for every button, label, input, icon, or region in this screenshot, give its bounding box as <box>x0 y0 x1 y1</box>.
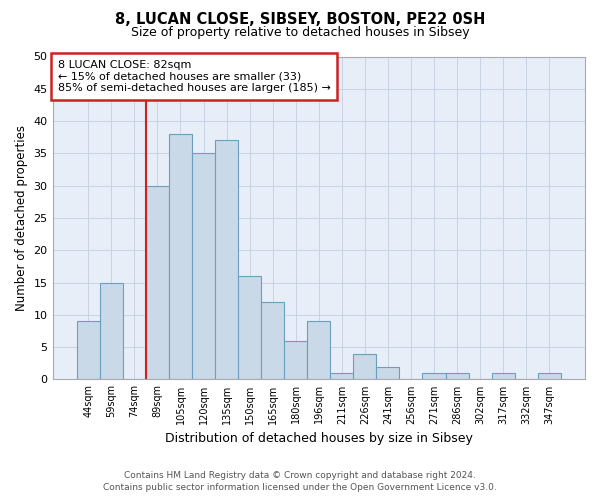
Bar <box>307 322 330 380</box>
Bar <box>192 154 215 380</box>
Bar <box>238 276 261 380</box>
Text: Size of property relative to detached houses in Sibsey: Size of property relative to detached ho… <box>131 26 469 39</box>
Bar <box>77 322 100 380</box>
Bar <box>100 282 123 380</box>
Text: 8, LUCAN CLOSE, SIBSEY, BOSTON, PE22 0SH: 8, LUCAN CLOSE, SIBSEY, BOSTON, PE22 0SH <box>115 12 485 28</box>
Text: 8 LUCAN CLOSE: 82sqm
← 15% of detached houses are smaller (33)
85% of semi-detac: 8 LUCAN CLOSE: 82sqm ← 15% of detached h… <box>58 60 331 93</box>
Bar <box>422 373 446 380</box>
Bar <box>146 186 169 380</box>
Bar <box>446 373 469 380</box>
Bar <box>353 354 376 380</box>
Bar <box>169 134 192 380</box>
Y-axis label: Number of detached properties: Number of detached properties <box>15 125 28 311</box>
Bar <box>376 366 400 380</box>
Text: Contains HM Land Registry data © Crown copyright and database right 2024.
Contai: Contains HM Land Registry data © Crown c… <box>103 471 497 492</box>
Bar <box>215 140 238 380</box>
Bar <box>284 340 307 380</box>
Bar <box>538 373 561 380</box>
Bar <box>261 302 284 380</box>
X-axis label: Distribution of detached houses by size in Sibsey: Distribution of detached houses by size … <box>165 432 473 445</box>
Bar <box>330 373 353 380</box>
Bar <box>491 373 515 380</box>
